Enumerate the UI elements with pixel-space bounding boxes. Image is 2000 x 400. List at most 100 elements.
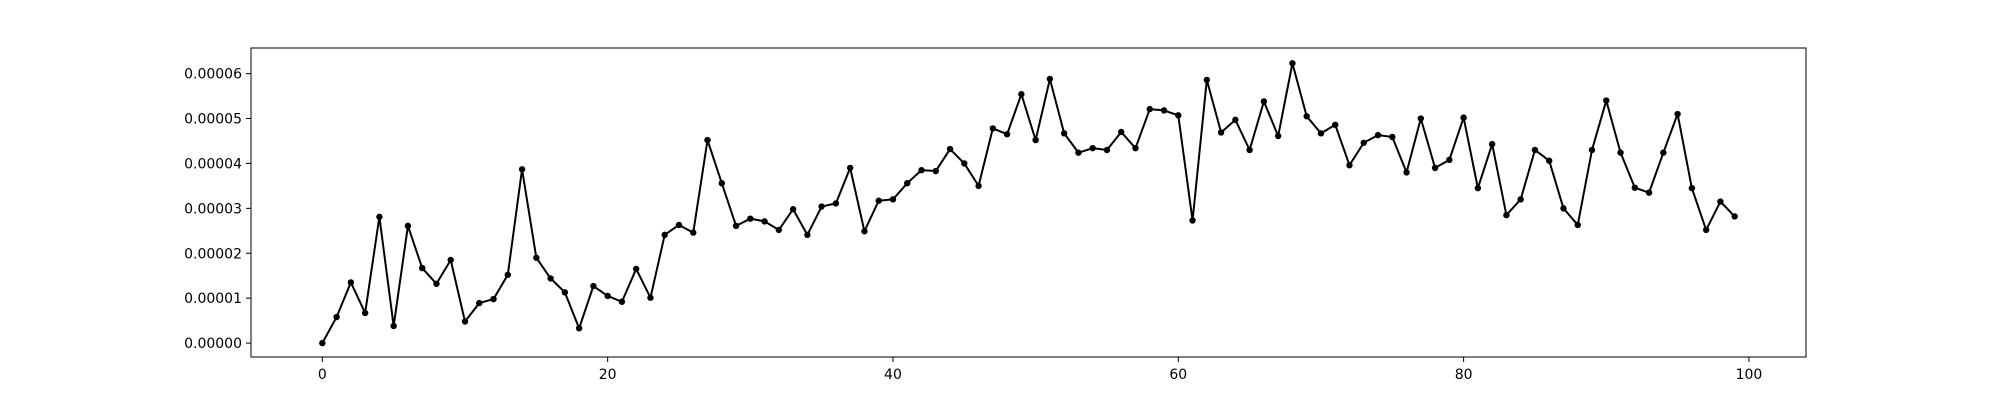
data-point (1018, 91, 1025, 98)
data-point (1175, 112, 1182, 119)
data-point (390, 322, 397, 330)
data-point (989, 125, 997, 132)
data-point (1303, 113, 1310, 120)
data-point (518, 166, 526, 173)
data-point (1645, 189, 1653, 196)
data-point (1203, 76, 1211, 84)
data-point (704, 136, 711, 144)
data-point (875, 197, 882, 204)
data-point (1731, 213, 1738, 220)
y-tick-label: 0.00006 (184, 67, 242, 83)
x-tick-label: 60 (1169, 367, 1187, 383)
data-point (461, 318, 469, 325)
data-point (504, 271, 511, 279)
data-point (1688, 184, 1696, 192)
data-point (804, 231, 811, 239)
data-point (1103, 146, 1111, 154)
data-point (946, 145, 954, 153)
data-point (832, 200, 840, 207)
data-point (889, 196, 897, 203)
data-point (632, 265, 640, 273)
data-point (1246, 146, 1253, 154)
data-point (1189, 217, 1196, 224)
data-point (1431, 164, 1439, 172)
data-point (1446, 156, 1453, 164)
data-point (533, 254, 540, 261)
data-point (561, 289, 569, 296)
data-point (1003, 131, 1011, 138)
data-point (861, 228, 868, 235)
data-point (575, 325, 583, 332)
data-point (376, 213, 383, 221)
data-point (1702, 226, 1710, 234)
data-point (918, 166, 925, 174)
data-point (1403, 169, 1410, 176)
y-tick-label: 0.00003 (184, 201, 242, 217)
x-tick-label: 80 (1455, 367, 1473, 383)
data-point (319, 339, 326, 347)
data-point (1603, 97, 1610, 104)
data-point (975, 182, 982, 190)
data-point (661, 231, 668, 239)
data-point (1631, 184, 1639, 191)
data-point (1360, 139, 1367, 146)
data-point (590, 282, 597, 290)
x-tick-label: 0 (318, 367, 327, 383)
data-point (1389, 133, 1396, 141)
data-point (789, 206, 797, 213)
data-point (747, 215, 754, 222)
data-point (1075, 149, 1082, 156)
data-point (1060, 130, 1068, 137)
data-point (1503, 211, 1510, 219)
data-point (1046, 75, 1054, 83)
y-tick-label: 0.00004 (184, 156, 242, 172)
plot-frame (250, 47, 1807, 358)
data-point (361, 309, 369, 317)
x-tick-label: 20 (599, 367, 617, 383)
data-point (775, 226, 783, 234)
data-point (932, 167, 939, 175)
data-point (1417, 115, 1425, 122)
data-point (1160, 107, 1168, 114)
data-point (1217, 129, 1225, 136)
y-tick-label: 0.00000 (184, 336, 242, 352)
data-point (1289, 60, 1296, 67)
data-point (433, 280, 440, 287)
data-point (1332, 121, 1339, 129)
data-point (1546, 157, 1553, 164)
data-point (1474, 184, 1482, 192)
x-tick-label: 40 (884, 367, 902, 383)
data-point (1089, 144, 1096, 152)
data-point (476, 299, 483, 307)
data-point (1617, 149, 1624, 156)
data-point (718, 179, 725, 187)
y-tick-label: 0.00001 (184, 291, 242, 307)
x-axis-ticks: 0 20 40 60 80 100 (318, 357, 1762, 383)
data-point (1460, 114, 1467, 121)
data-point (761, 218, 768, 225)
data-point (1574, 221, 1581, 229)
data-point (904, 179, 911, 187)
y-tick-label: 0.00002 (184, 246, 242, 262)
series-layer (319, 60, 1738, 347)
data-point (1118, 128, 1125, 136)
data-point (647, 294, 654, 301)
data-point (846, 164, 854, 172)
data-point (1660, 149, 1667, 156)
series-line (321, 62, 1736, 344)
data-point (1132, 144, 1139, 152)
data-point (675, 221, 683, 229)
data-point (618, 298, 626, 305)
data-point (818, 203, 825, 210)
data-point (1588, 146, 1596, 154)
data-point (1146, 105, 1153, 113)
data-point (732, 222, 740, 230)
y-axis-ticks: 0.00000 0.00001 0.00002 0.00003 0.00004 0.000… (184, 67, 251, 352)
data-point (1517, 196, 1524, 203)
data-point (1488, 140, 1496, 148)
data-point (490, 295, 497, 303)
data-point (333, 313, 340, 321)
data-point (690, 229, 697, 236)
data-point (418, 264, 426, 272)
